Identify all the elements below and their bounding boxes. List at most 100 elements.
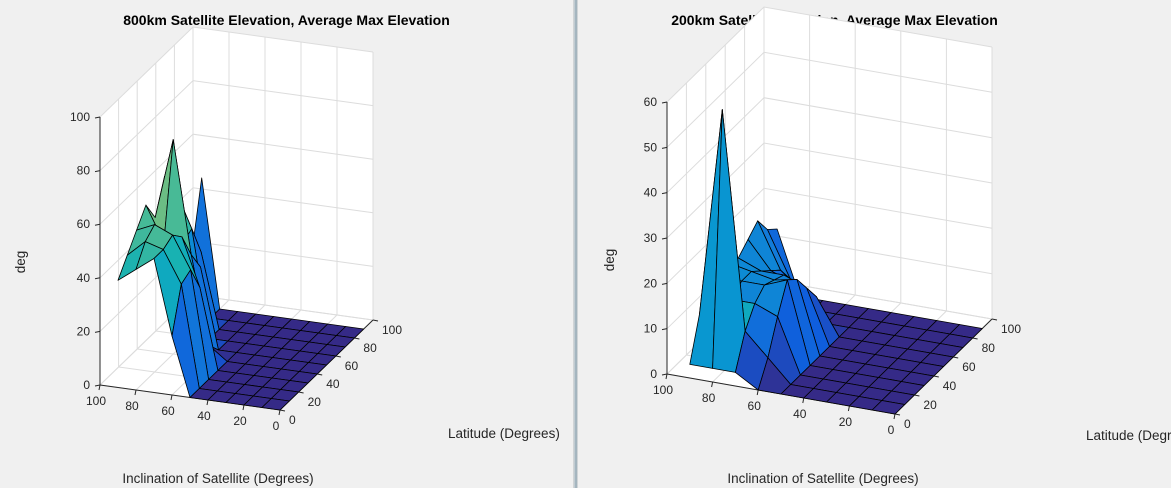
- chart-panel-800km: 800km Satellite Elevation, Average Max E…: [0, 0, 573, 488]
- y-tick: [134, 389, 137, 396]
- z-tick: [661, 282, 668, 285]
- x-tick: [914, 394, 920, 397]
- x-tick-label: 40: [943, 379, 957, 393]
- y-tick-label: 0: [273, 419, 280, 433]
- y-tick-label: 80: [125, 399, 139, 413]
- x-tick: [972, 337, 978, 340]
- y-tick: [893, 413, 896, 420]
- gridline: [666, 6, 993, 103]
- z-tick-label: 80: [77, 164, 91, 178]
- z-tick-label: 50: [644, 140, 658, 154]
- surface-plot-200km: 0 20 40 60 80 100 0 20 40 60 80 100 0 10 20 30 40 50 60 Lat…: [602, 6, 1171, 486]
- x-tick-label: 60: [962, 360, 976, 374]
- z-axis-label: deg: [13, 251, 28, 274]
- y-tick-label: 100: [86, 394, 106, 408]
- surface-plot-800km: 0 20 40 60 80 100 0 20 40 60 80 100 0 20 40 60 80 100 Lati…: [13, 26, 560, 486]
- z-tick: [94, 223, 101, 226]
- z-tick: [661, 146, 668, 149]
- z-tick-label: 60: [644, 95, 658, 109]
- y-tick: [206, 399, 209, 406]
- x-tick: [335, 355, 341, 358]
- z-tick: [94, 277, 101, 280]
- x-tick-label: 0: [289, 413, 296, 427]
- gridline: [666, 97, 993, 194]
- x-tick-label: 60: [345, 359, 359, 373]
- x-axis-label: Latitude (Degrees): [1086, 428, 1171, 443]
- z-tick-label: 40: [77, 271, 91, 285]
- x-tick-label: 80: [982, 341, 996, 355]
- z-tick: [661, 101, 668, 104]
- z-tick: [94, 116, 101, 119]
- x-tick: [372, 319, 379, 322]
- z-tick-label: 20: [77, 324, 91, 338]
- y-tick: [242, 404, 245, 411]
- gridline: [666, 51, 993, 148]
- y-tick: [665, 373, 668, 380]
- x-tick: [354, 337, 360, 340]
- x-tick-label: 20: [923, 398, 937, 412]
- x-tick-label: 20: [308, 395, 322, 409]
- gridline: [666, 142, 993, 239]
- x-tick: [991, 318, 998, 321]
- y-tick-label: 60: [748, 399, 762, 413]
- x-tick: [953, 356, 959, 359]
- z-tick-label: 40: [644, 186, 658, 200]
- y-tick-label: 100: [653, 383, 673, 397]
- z-tick: [661, 328, 668, 331]
- x-tick-label: 40: [326, 377, 340, 391]
- chart-panel-200km: 200km Satellite Elevation, Average Max E…: [578, 0, 1171, 488]
- gridline: [99, 133, 374, 225]
- surface-patch: [261, 398, 290, 411]
- y-tick: [847, 405, 850, 412]
- x-axis-label: Latitude (Degrees): [448, 426, 560, 441]
- z-axis-label: deg: [602, 249, 617, 272]
- z-tick-label: 0: [83, 378, 90, 392]
- gridline: [666, 187, 993, 284]
- y-tick: [756, 389, 759, 396]
- surface-patch: [871, 400, 906, 415]
- y-axis-label: Inclination of Satellite (Degrees): [122, 471, 313, 486]
- x-tick-label: 100: [1001, 322, 1021, 336]
- gridline: [99, 80, 374, 171]
- y-tick-label: 0: [888, 423, 895, 437]
- surface: [689, 109, 983, 415]
- back-pane-latitude: [193, 27, 373, 320]
- y-tick-label: 60: [161, 404, 175, 418]
- z-tick: [94, 170, 101, 173]
- x-tick-label: 100: [382, 323, 402, 337]
- axes-grid: 0 20 40 60 80 100 0 20 40 60 80 100 0 20 40 60 80 100 Lati…: [13, 26, 560, 486]
- y-tick-label: 20: [233, 414, 247, 428]
- x-tick-label: 80: [363, 341, 377, 355]
- y-tick: [170, 394, 173, 401]
- y-tick: [98, 384, 101, 391]
- z-tick: [94, 330, 101, 333]
- z-tick-label: 0: [650, 367, 657, 381]
- surface: [117, 139, 365, 411]
- y-tick: [802, 397, 805, 404]
- y-axis-label: Inclination of Satellite (Degrees): [727, 471, 918, 486]
- x-tick-label: 0: [904, 417, 911, 431]
- x-tick: [279, 409, 286, 412]
- y-tick-label: 40: [197, 409, 211, 423]
- x-tick: [933, 375, 939, 378]
- z-tick: [94, 384, 101, 387]
- y-tick-label: 20: [839, 415, 853, 429]
- z-tick-label: 60: [77, 217, 91, 231]
- z-tick: [661, 373, 668, 376]
- panel-divider[interactable]: [573, 0, 578, 488]
- z-tick-label: 30: [644, 231, 658, 245]
- y-tick-label: 40: [793, 407, 807, 421]
- x-tick: [317, 373, 323, 376]
- chart-title: 800km Satellite Elevation, Average Max E…: [123, 12, 450, 28]
- z-tick-label: 10: [644, 322, 658, 336]
- y-tick: [711, 381, 714, 388]
- z-tick-label: 20: [644, 276, 658, 290]
- z-tick-label: 100: [70, 110, 90, 124]
- x-tick: [894, 413, 901, 416]
- z-tick: [661, 237, 668, 240]
- gridline: [99, 26, 374, 118]
- x-tick: [298, 391, 304, 394]
- z-tick: [661, 192, 668, 195]
- y-tick-label: 80: [702, 391, 716, 405]
- y-tick: [278, 409, 281, 416]
